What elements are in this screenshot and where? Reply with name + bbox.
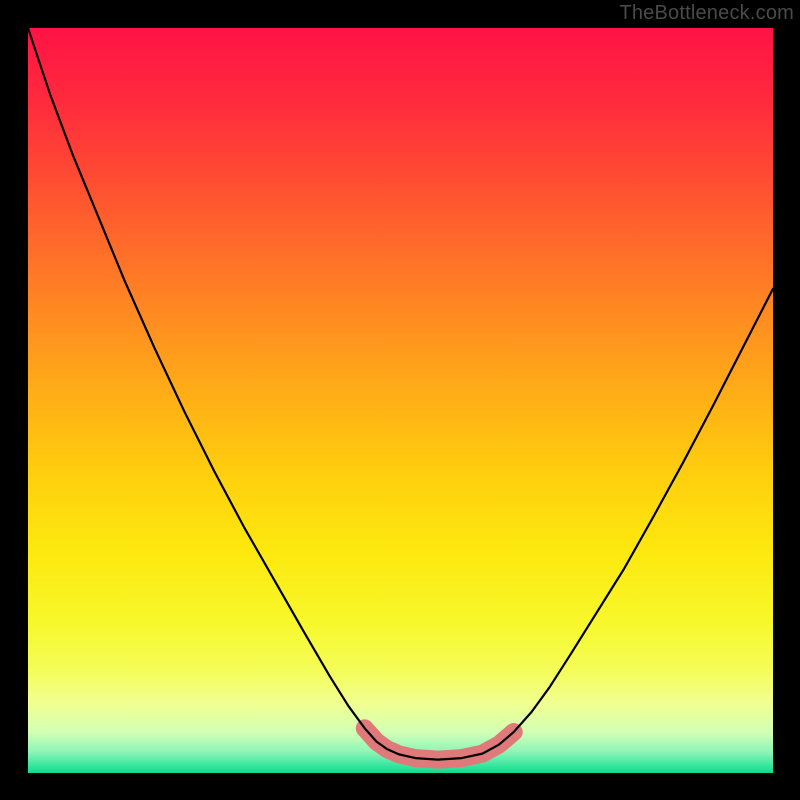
plot-background — [28, 28, 773, 773]
bottleneck-curve-chart — [0, 0, 800, 800]
watermark-text: TheBottleneck.com — [619, 2, 794, 25]
chart-stage: TheBottleneck.com — [0, 0, 800, 800]
